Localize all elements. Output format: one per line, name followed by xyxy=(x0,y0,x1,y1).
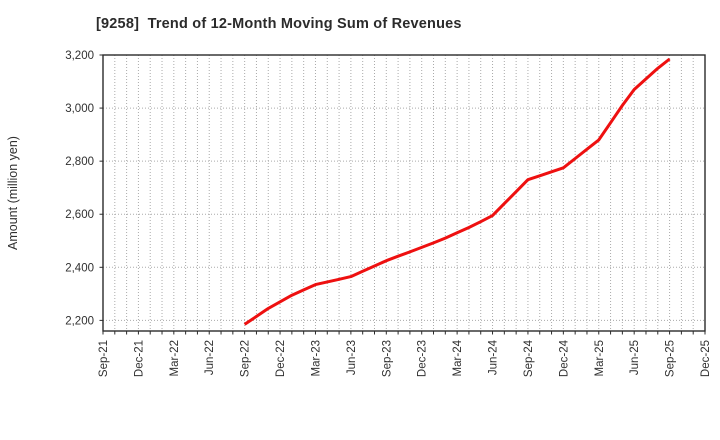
revenue-line xyxy=(243,57,671,326)
y-tick-label: 2,800 xyxy=(65,156,94,168)
x-tick-label: Mar-23 xyxy=(310,340,322,376)
y-tick-label: 3,200 xyxy=(65,50,94,62)
x-tick-label: Sep-24 xyxy=(523,339,535,377)
chart-title: [9258] Trend of 12-Month Moving Sum of R… xyxy=(96,16,462,32)
y-tick-label: 2,200 xyxy=(65,315,94,327)
x-tick-label: Dec-21 xyxy=(133,340,145,377)
plot-frame xyxy=(102,54,706,332)
x-tick-label: Dec-22 xyxy=(275,340,287,377)
x-tick-label: Mar-24 xyxy=(452,339,464,376)
x-tick-label: Jun-23 xyxy=(346,340,358,375)
y-tick-label: 2,600 xyxy=(65,209,94,221)
y-axis-label: Amount (million yen) xyxy=(6,136,20,250)
x-tick-label: Sep-22 xyxy=(240,340,252,377)
x-tick-label: Mar-22 xyxy=(169,340,181,376)
y-tick-label: 3,000 xyxy=(65,103,94,115)
x-tick-label: Dec-23 xyxy=(417,340,429,377)
x-tick-label: Sep-23 xyxy=(381,340,393,377)
x-tick-label: Dec-25 xyxy=(700,340,712,377)
x-tick-label: Sep-25 xyxy=(665,340,677,377)
x-tick-label: Jun-22 xyxy=(204,340,216,375)
x-tick-label: Mar-25 xyxy=(594,340,606,376)
x-tick-label: Dec-24 xyxy=(558,339,570,377)
x-tick-label: Sep-21 xyxy=(98,340,110,377)
x-tick-label: Jun-25 xyxy=(629,340,641,375)
x-tick-label: Jun-24 xyxy=(488,339,500,375)
y-tick-label: 2,400 xyxy=(65,262,94,274)
